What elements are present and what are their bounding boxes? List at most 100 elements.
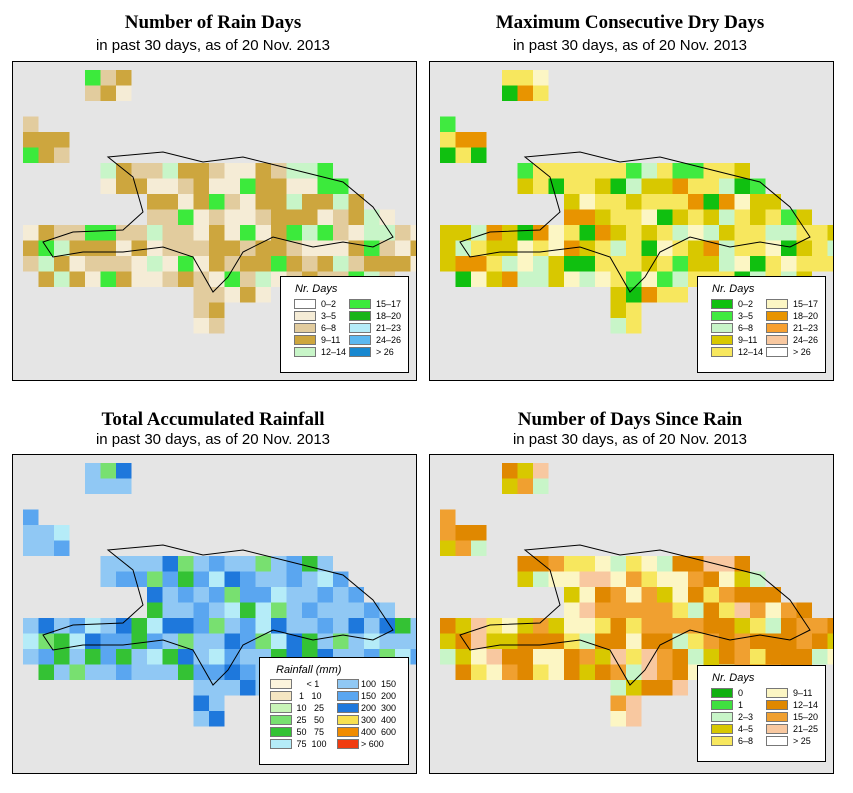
grid-cell [703,163,719,179]
grid-cell [703,649,719,665]
grid-cell [641,587,657,603]
grid-cell [286,587,302,603]
legend-label: 25 50 [294,715,325,725]
grid-cell [100,556,116,572]
grid-cell [286,225,302,241]
grid-cell [688,618,704,634]
grid-cell [827,649,833,665]
grid-cell [781,240,797,256]
grid-cell [224,271,240,287]
grid-cell [147,209,163,225]
legend-label: 12–14 [738,347,764,357]
grid-cell [178,587,194,603]
grid-cell [116,256,132,272]
grid-cell [54,256,70,272]
grid-cell [147,178,163,194]
map-grid [23,70,416,334]
grid-cell [641,178,657,194]
legend-label: 15–20 [793,712,819,722]
legend-item: 50 75 [270,727,337,739]
grid-cell [641,571,657,587]
grid-cell [85,633,101,649]
grid-cell [54,225,70,241]
grid-cell [364,618,380,634]
grid-cell [240,633,256,649]
grid-cell [333,240,349,256]
grid-cell [23,618,39,634]
legend-item: 0 [711,688,766,700]
grid-cell [131,271,147,287]
grid-cell [734,163,750,179]
grid-cell [178,271,194,287]
grid-cell [533,463,549,479]
grid-cell [333,587,349,603]
legend-item: 75 100 [270,739,337,751]
grid-cell [193,556,209,572]
grid-cell [657,287,673,303]
grid-cell [626,587,642,603]
grid-cell [765,209,781,225]
grid-cell [440,132,456,148]
grid-cell [657,556,673,572]
grid-cell [255,633,271,649]
grid-cell [765,194,781,210]
grid-cell [533,649,549,665]
grid-cell [100,271,116,287]
grid-cell [255,178,271,194]
grid-cell [69,649,85,665]
grid-cell [162,178,178,194]
grid-cell [38,525,54,541]
grid-cell [224,209,240,225]
grid-cell [440,633,456,649]
grid-cell [209,633,225,649]
grid-cell [302,602,318,618]
grid-cell [348,256,364,272]
island-outline [42,544,394,686]
grid-cell [69,664,85,680]
panel-subtitle: in past 30 days, as of 20 Nov. 2013 [512,431,748,448]
grid-cell [471,147,487,163]
grid-cell [812,618,828,634]
grid-cell [533,571,549,587]
grid-cell [657,194,673,210]
grid-cell [100,240,116,256]
grid-cell [395,618,411,634]
grid-cell [162,618,178,634]
grid-cell [595,225,611,241]
grid-cell [657,664,673,680]
legend-swatch [711,311,733,321]
legend-swatch [711,736,733,746]
legend-swatch [294,347,316,357]
grid-cell [255,618,271,634]
grid-cell [240,271,256,287]
grid-cell [271,178,287,194]
legend-item: 1 [711,700,766,712]
grid-cell [672,287,688,303]
legend-item: 18–20 [766,311,821,323]
legend-item: 100 150 [337,679,404,691]
grid-cell [271,602,287,618]
legend-item: 150 200 [337,691,404,703]
grid-cell [209,664,225,680]
legend-label: 18–20 [793,311,819,321]
grid-cell [734,209,750,225]
grid-cell [240,571,256,587]
grid-cell [271,209,287,225]
grid-cell [703,178,719,194]
grid-cell [178,209,194,225]
grid-cell [162,256,178,272]
grid-cell [672,163,688,179]
grid-cell [548,163,564,179]
grid-cell [610,302,626,318]
grid-cell [750,240,766,256]
grid-cell [286,256,302,272]
grid-cell [517,163,533,179]
grid-cell [564,163,580,179]
grid-cell [502,463,518,479]
grid-cell [147,163,163,179]
grid-cell [224,680,240,696]
grid-cell [23,525,39,541]
grid-cell [240,287,256,303]
legend-item: 6–8 [294,323,349,335]
grid-cell [641,649,657,665]
